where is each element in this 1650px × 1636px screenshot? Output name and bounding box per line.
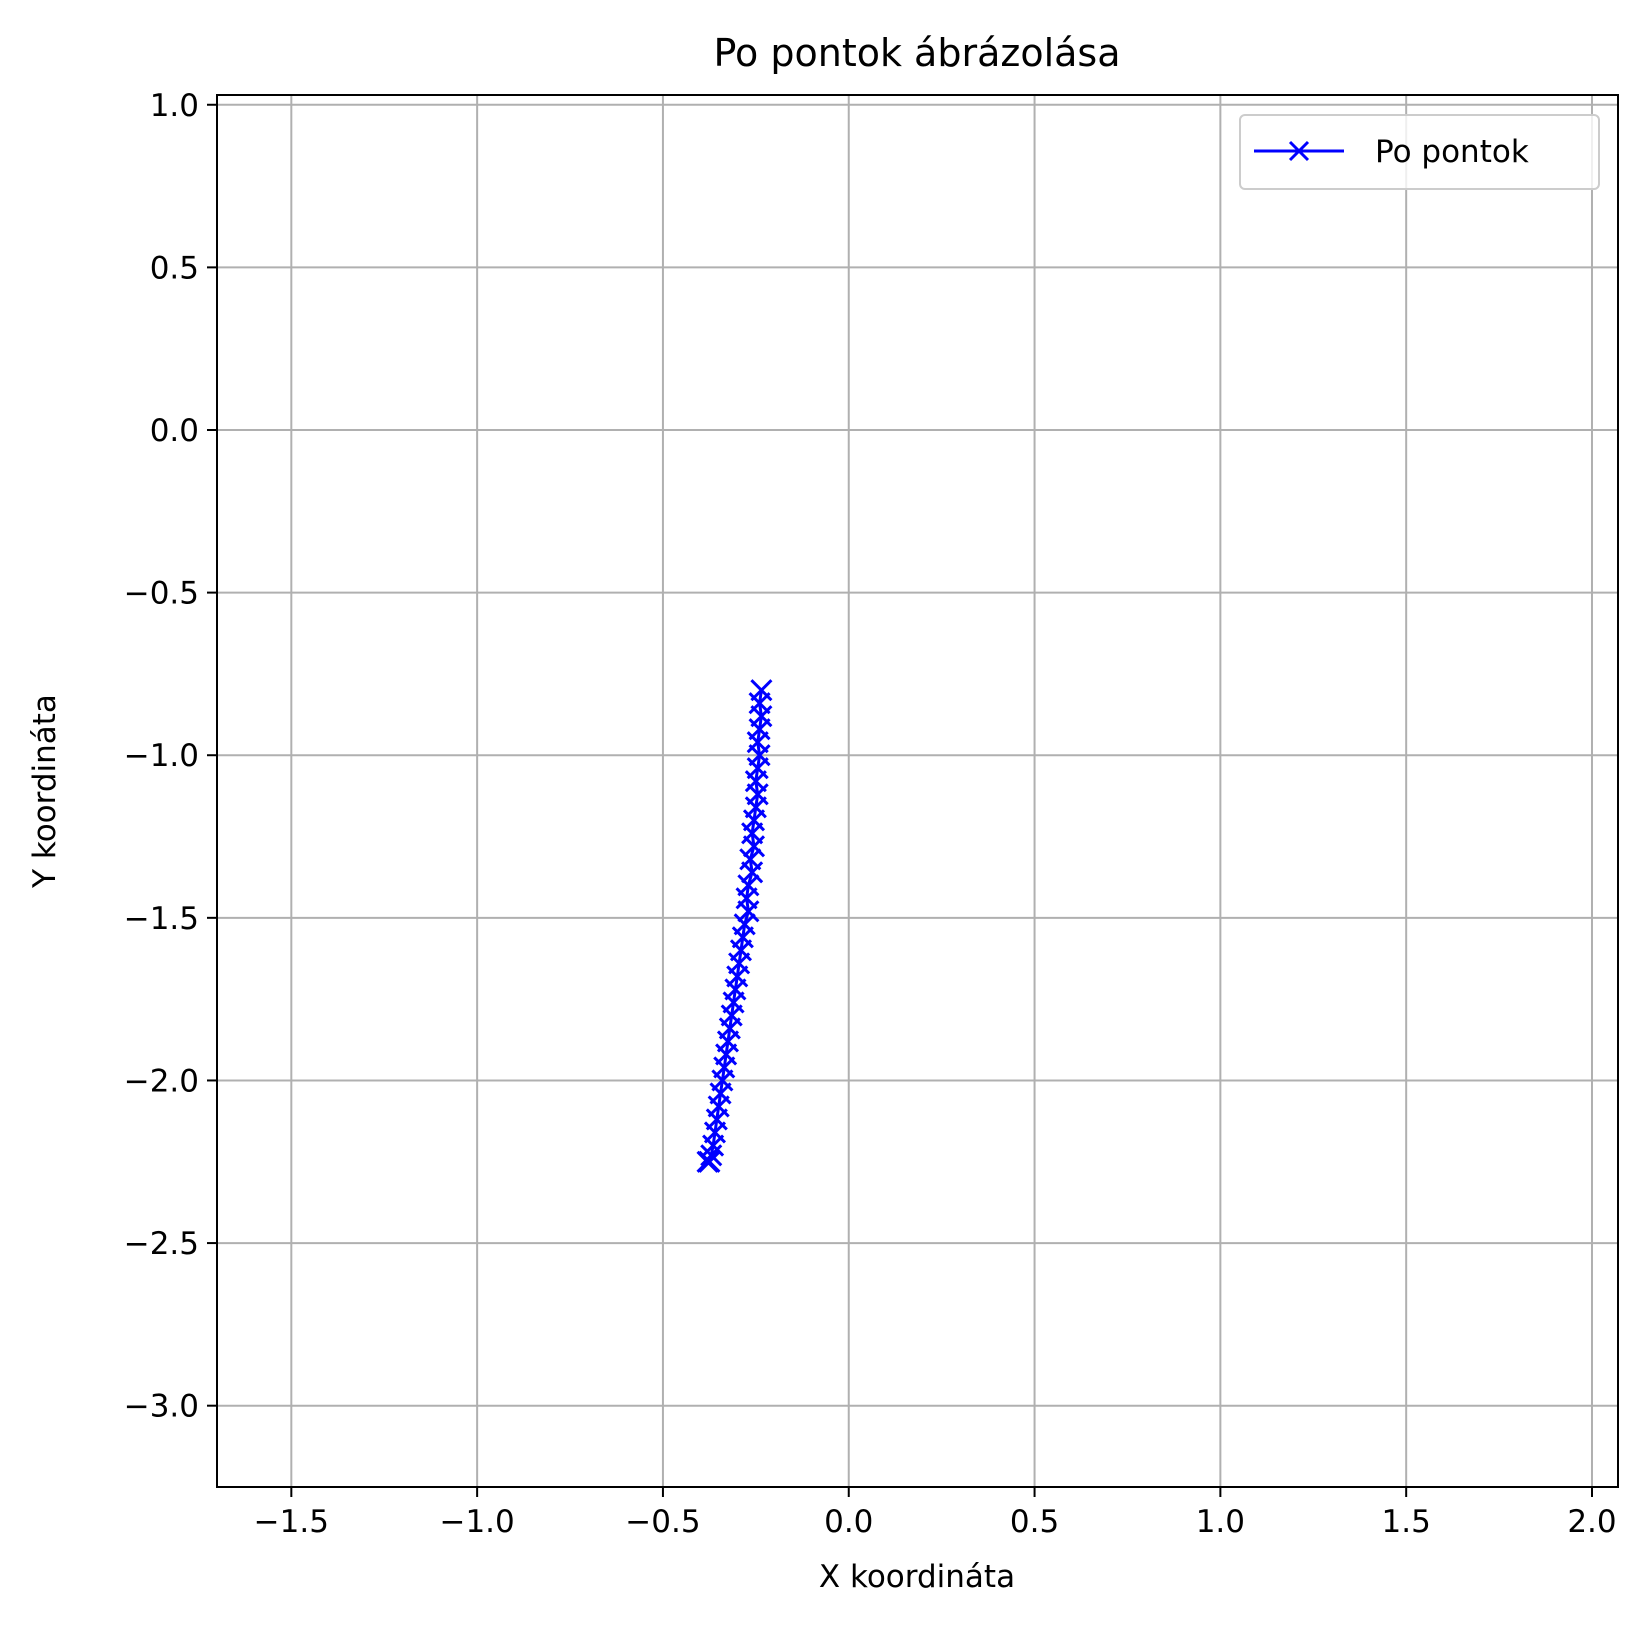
x-tick-label: −1.5 [254, 1504, 329, 1540]
legend: Po pontok [1239, 114, 1600, 190]
x-tick-label: −0.5 [625, 1504, 700, 1540]
plot-frame [216, 94, 1619, 1488]
chart-title: Po pontok ábrázolása [713, 31, 1120, 75]
x-tick-label: 2.0 [1567, 1504, 1616, 1540]
y-tick-label: −1.0 [124, 738, 199, 774]
y-tick-label: −2.5 [124, 1226, 199, 1262]
x-tick-label: 0.5 [1010, 1504, 1059, 1540]
series-layer [696, 679, 773, 1173]
y-tick-label: 0.5 [150, 250, 199, 286]
x-axis-ticks: −1.5 −1.0 −0.5 0.0 0.5 1.0 1.5 2.0 [254, 1487, 1617, 1540]
y-tick-label: −3.0 [124, 1389, 199, 1425]
y-tick-label: −1.5 [124, 901, 199, 937]
y-tick-label: −0.5 [124, 576, 199, 612]
x-tick-label: 1.5 [1382, 1504, 1431, 1540]
data-point-x-marker [742, 835, 766, 858]
x-tick-label: −1.0 [439, 1504, 514, 1540]
data-point-x-marker [737, 900, 760, 923]
y-tick-label: 1.0 [150, 88, 199, 124]
data-point-x-marker [741, 861, 764, 884]
legend-label: Po pontok [1375, 134, 1529, 170]
x-tick-label: 0.0 [824, 1504, 873, 1540]
x-tick-label: 1.0 [1196, 1504, 1245, 1540]
data-point-x-marker [700, 1144, 723, 1167]
y-tick-label: 0.0 [150, 413, 199, 449]
legend-box [1239, 114, 1600, 190]
data-point-x-marker [696, 1150, 719, 1173]
y-tick-label: −2.0 [124, 1063, 199, 1099]
y-axis-ticks: 1.0 0.5 0.0 −0.5 −1.0 −1.5 −2.0 −2.5 −3.0 [124, 88, 217, 1425]
grid-layer [217, 95, 1618, 1487]
legend-x-marker-icon [1288, 140, 1310, 162]
x-axis-label: X koordináta [819, 1559, 1015, 1595]
y-axis-label: Y koordináta [27, 694, 63, 889]
